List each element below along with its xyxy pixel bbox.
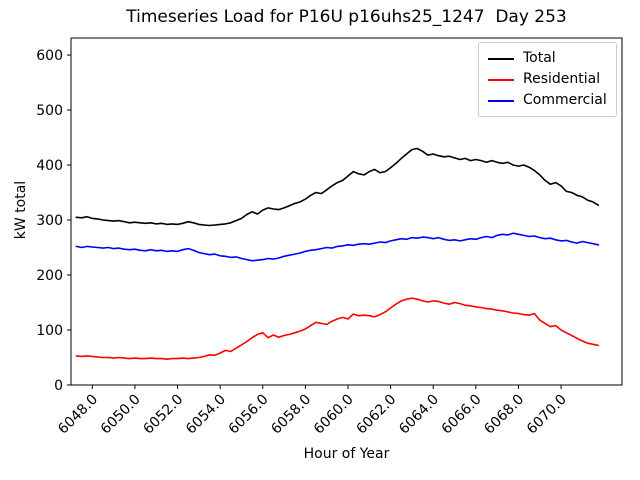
series-line-total <box>75 147 600 227</box>
legend-item-residential: Residential <box>479 69 616 90</box>
legend-label-commercial: Commercial <box>523 92 607 108</box>
axes-spines <box>70 37 623 386</box>
x-tick-label: 6060.0 <box>311 392 357 438</box>
legend: Total Residential Commercial <box>478 42 617 117</box>
legend-label-total: Total <box>523 50 556 66</box>
x-tick-label: 6056.0 <box>226 392 272 438</box>
x-tick-label: 6048.0 <box>55 392 101 438</box>
legend-item-total: Total <box>479 48 616 69</box>
legend-line-sample-residential <box>488 78 514 81</box>
series-line-commercial <box>75 232 600 262</box>
series-line-residential <box>75 297 600 361</box>
x-tick-label: 6052.0 <box>140 392 186 438</box>
legend-line-sample-commercial <box>488 99 514 102</box>
y-tick-label: 200 <box>36 268 63 284</box>
y-tick-label: 500 <box>36 103 63 119</box>
x-axis-label: Hour of Year <box>303 446 390 462</box>
y-tick-label: 400 <box>36 158 63 174</box>
y-tick-label: 300 <box>36 213 63 229</box>
x-tick-label: 6070.0 <box>524 392 570 438</box>
legend-label-residential: Residential <box>523 71 601 87</box>
chart-title: Timeseries Load for P16U p16uhs25_1247 D… <box>126 7 567 27</box>
x-tick-label: 6058.0 <box>268 392 314 438</box>
legend-item-commercial: Commercial <box>479 90 616 111</box>
x-tick-label: 6050.0 <box>98 392 144 438</box>
x-tick-label: 6068.0 <box>481 392 527 438</box>
y-axis-label: kW total <box>13 180 29 240</box>
y-tick-label: 600 <box>36 48 63 64</box>
y-tick-label: 0 <box>54 378 63 394</box>
legend-line-sample-total <box>488 57 514 60</box>
x-tick-label: 6066.0 <box>439 392 485 438</box>
x-tick-label: 6062.0 <box>353 392 399 438</box>
y-tick-label: 100 <box>36 323 63 339</box>
x-tick-label: 6064.0 <box>396 392 442 438</box>
x-tick-label: 6054.0 <box>183 392 229 438</box>
